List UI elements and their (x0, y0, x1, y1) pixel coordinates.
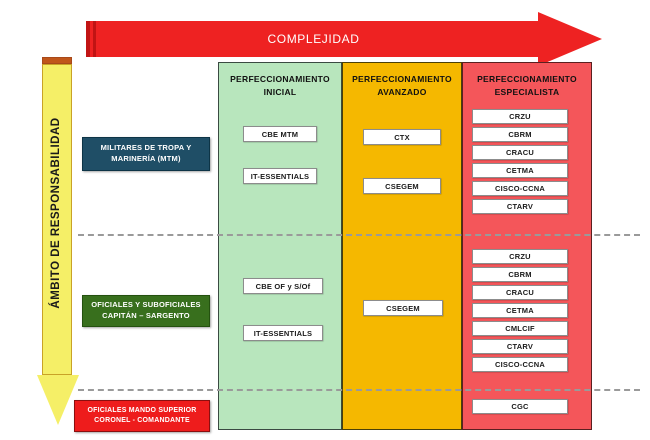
complexity-arrow-label: COMPLEJIDAD (267, 32, 360, 46)
role-label-mando-line2: CORONEL - COMANDANTE (94, 417, 190, 424)
course-box[interactable]: CISCO-CCNA (472, 357, 568, 372)
role-label-tropa: MILITARES DE TROPA Y MARINERÍA (MTM) (82, 137, 210, 171)
responsibility-arrow: ÁMBITO DE RESPONSABILIDAD (37, 57, 79, 429)
column-header-especialista-line1: PERFECCIONAMIENTO (477, 74, 577, 85)
course-box[interactable]: CRACU (472, 145, 568, 160)
role-label-mando-line1: OFICIALES MANDO SUPERIOR (87, 406, 197, 414)
course-box[interactable]: CSEGEM (363, 178, 441, 194)
role-label-oficiales: OFICIALES Y SUBOFICIALES CAPITÁN – SARGE… (82, 295, 210, 327)
course-box[interactable]: CTARV (472, 199, 568, 214)
column-header-inicial-line2: INICIAL (263, 87, 297, 97)
course-box[interactable]: CRZU (472, 249, 568, 264)
column-perfeccionamiento-avanzado: PERFECCIONAMIENTO AVANZADO (342, 62, 462, 430)
column-header-inicial-line1: PERFECCIONAMIENTO (230, 74, 330, 85)
course-box[interactable]: CSEGEM (363, 300, 443, 316)
course-box[interactable]: CMLCIF (472, 321, 568, 336)
role-label-oficiales-line1: OFICIALES Y SUBOFICIALES (91, 300, 201, 310)
role-label-oficiales-line2: CAPITÁN – SARGENTO (102, 311, 190, 320)
responsibility-arrow-body (42, 64, 72, 375)
role-label-tropa-line2: MARINERÍA (MTM) (111, 154, 181, 163)
course-box[interactable]: IT-ESSENTIALS (243, 168, 317, 184)
course-box[interactable]: IT-ESSENTIALS (243, 325, 323, 341)
column-header-especialista-line2: ESPECIALISTA (494, 87, 560, 97)
band-separator-upper (78, 234, 640, 236)
column-header-inicial: PERFECCIONAMIENTO INICIAL (219, 63, 341, 109)
course-box[interactable]: CGC (472, 399, 568, 414)
course-box[interactable]: CBRM (472, 267, 568, 282)
complexity-arrow-head (538, 12, 602, 66)
course-box[interactable]: CETMA (472, 303, 568, 318)
course-box[interactable]: CBE MTM (243, 126, 317, 142)
column-header-avanzado-line1: PERFECCIONAMIENTO (352, 74, 452, 85)
column-header-avanzado-line2: AVANZADO (377, 87, 427, 97)
responsibility-arrow-cap (42, 57, 72, 64)
course-box[interactable]: CTARV (472, 339, 568, 354)
band-separator-lower (78, 389, 640, 391)
course-box[interactable]: CRACU (472, 285, 568, 300)
column-header-especialista: PERFECCIONAMIENTO ESPECIALISTA (463, 63, 591, 109)
column-perfeccionamiento-inicial: PERFECCIONAMIENTO INICIAL (218, 62, 342, 430)
course-box[interactable]: CBE OF y S/Of (243, 278, 323, 294)
role-label-mando: OFICIALES MANDO SUPERIOR CORONEL - COMAN… (74, 400, 210, 432)
complexity-arrow: COMPLEJIDAD (86, 12, 606, 66)
responsibility-arrow-label: ÁMBITO DE RESPONSABILIDAD (50, 117, 62, 309)
responsibility-arrow-head (37, 375, 79, 425)
complexity-arrow-body (86, 21, 541, 57)
course-box[interactable]: CRZU (472, 109, 568, 124)
course-box[interactable]: CBRM (472, 127, 568, 142)
course-box[interactable]: CISCO-CCNA (472, 181, 568, 196)
course-box[interactable]: CTX (363, 129, 441, 145)
role-label-tropa-line1: MILITARES DE TROPA Y (100, 143, 192, 153)
course-box[interactable]: CETMA (472, 163, 568, 178)
column-header-avanzado: PERFECCIONAMIENTO AVANZADO (343, 63, 461, 109)
